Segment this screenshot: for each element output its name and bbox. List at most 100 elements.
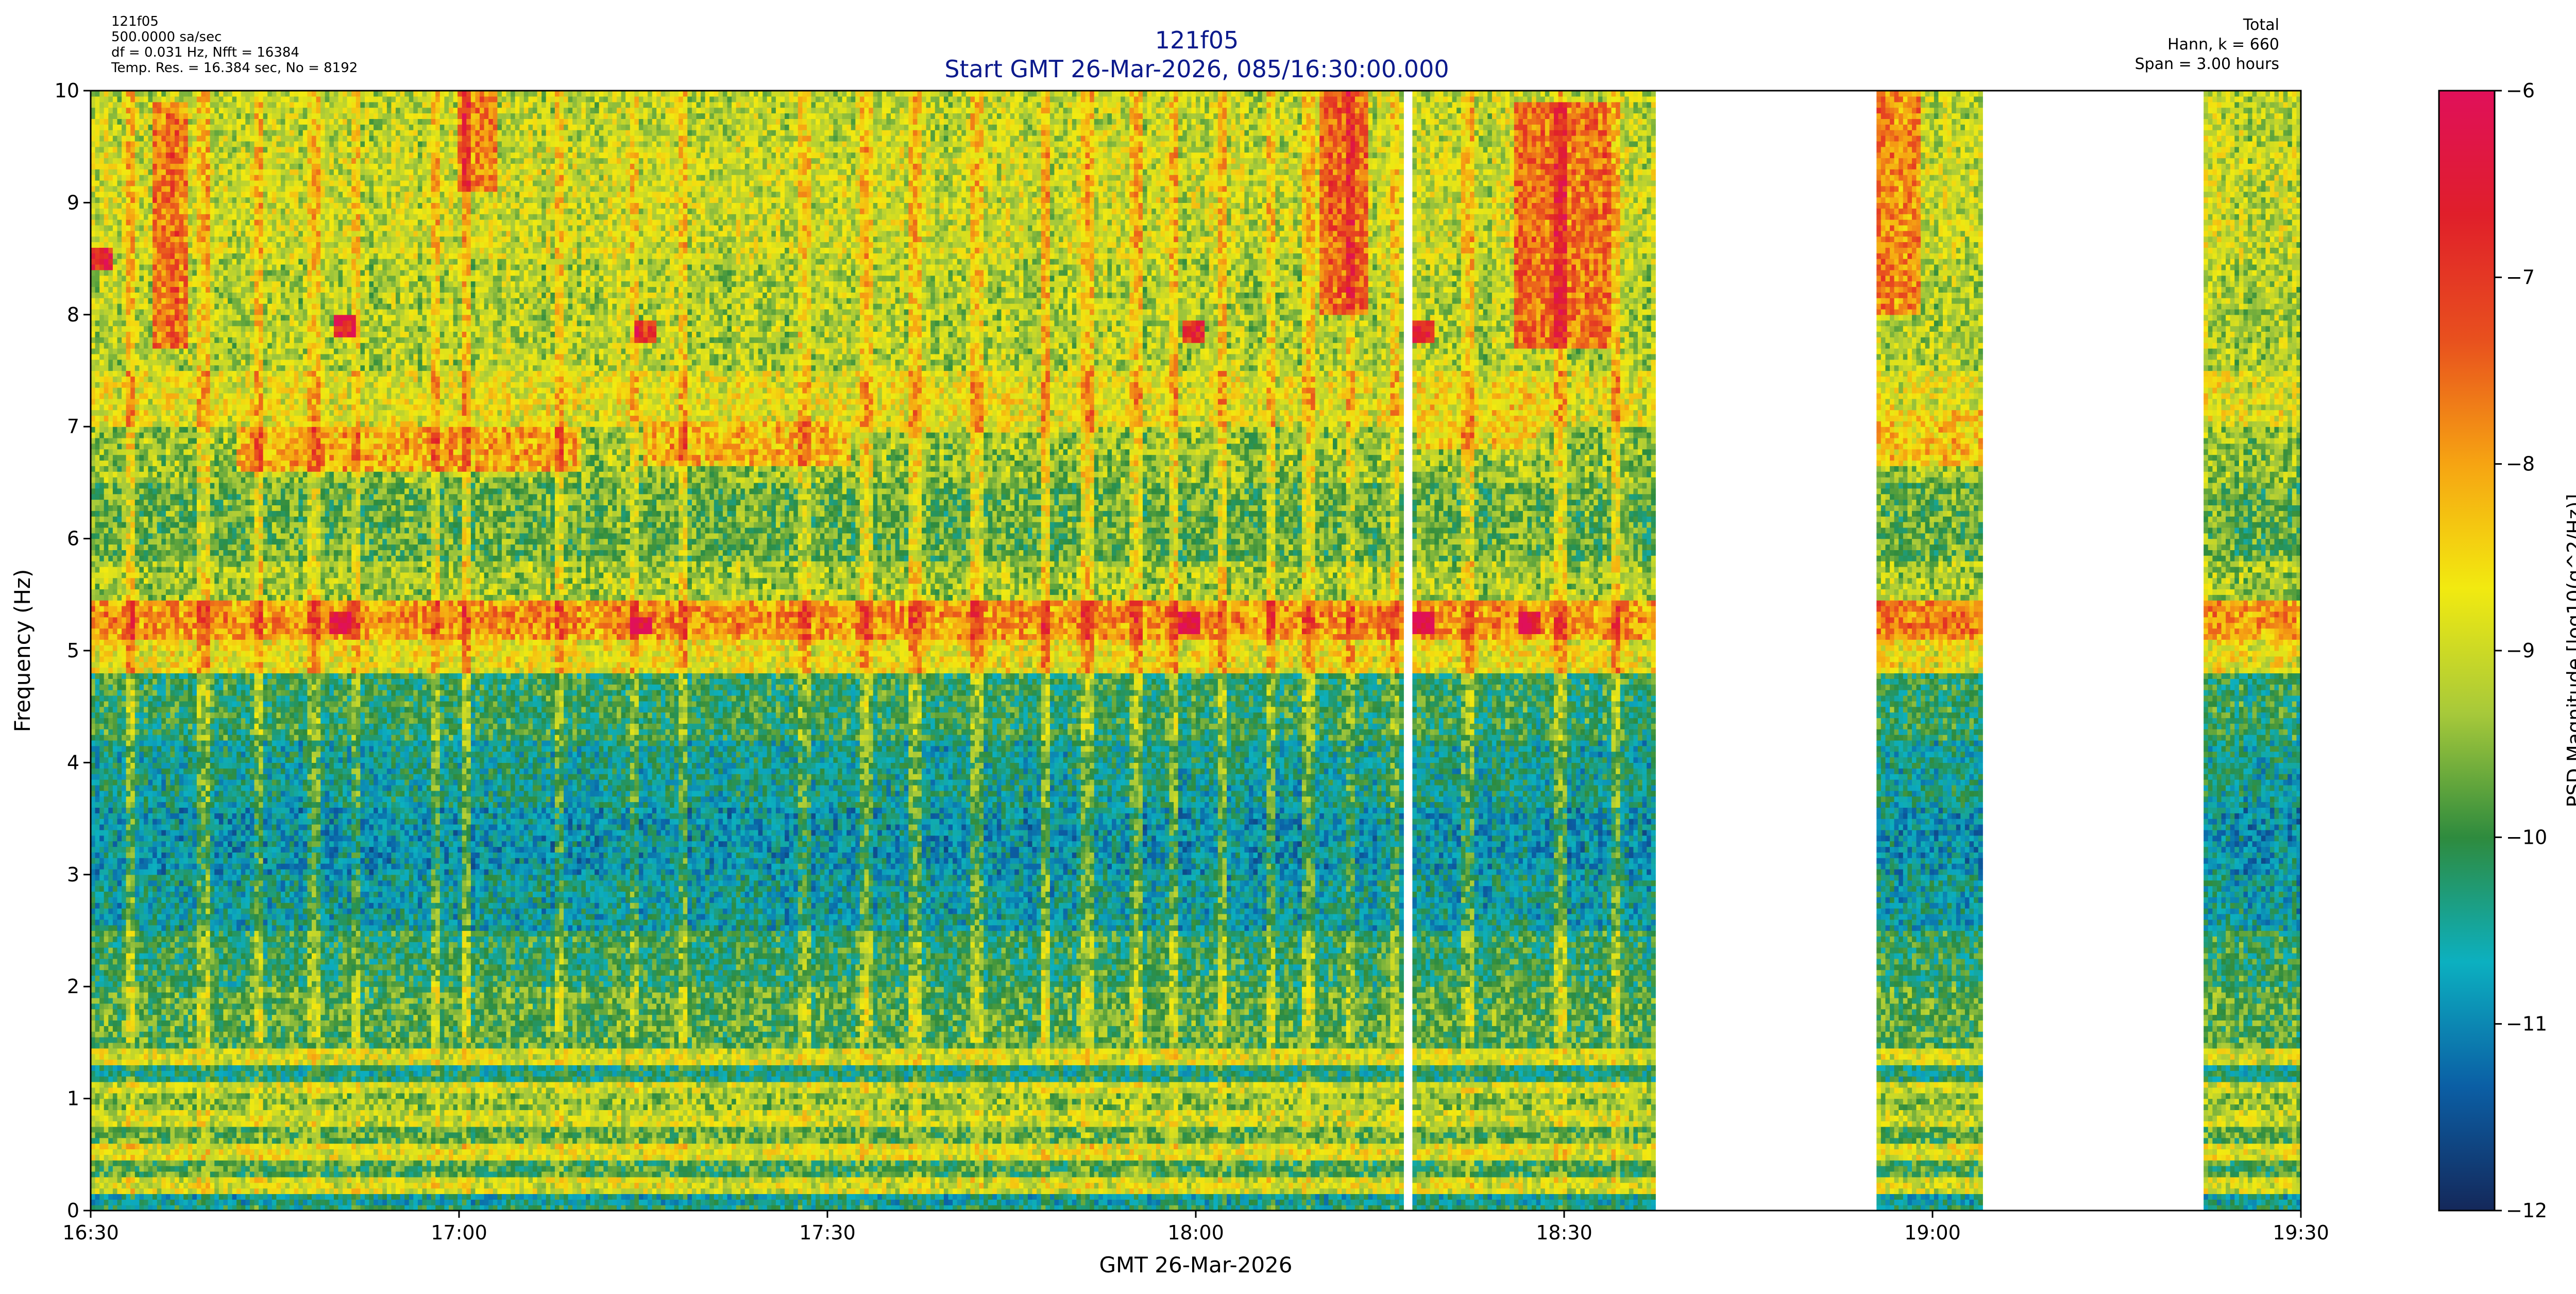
heatmap-cell <box>108 567 113 573</box>
heatmap-cell <box>122 147 126 153</box>
heatmap-cell <box>122 438 126 444</box>
heatmap-cell <box>95 931 100 937</box>
heatmap-cell <box>99 208 104 214</box>
heatmap-cell <box>108 186 113 192</box>
heatmap-cell <box>95 572 100 578</box>
heatmap-cell <box>117 594 122 601</box>
heatmap-cell <box>113 331 117 337</box>
heatmap-cell <box>104 488 109 495</box>
heatmap-cell <box>122 393 126 399</box>
heatmap-cell <box>126 757 131 763</box>
heatmap-cell <box>99 572 104 578</box>
heatmap-cell <box>104 908 109 914</box>
heatmap-cell <box>108 460 113 466</box>
heatmap-cell <box>113 836 117 842</box>
heatmap-cell <box>117 337 122 343</box>
heatmap-cell <box>104 410 109 416</box>
heatmap-cell <box>126 690 131 696</box>
heatmap-cell <box>117 141 122 147</box>
heatmap-cell <box>113 303 117 310</box>
heatmap-cell <box>95 1043 100 1049</box>
heatmap-cell <box>99 376 104 382</box>
heatmap-cell <box>104 259 109 264</box>
heatmap-cell <box>104 645 109 651</box>
heatmap-cell <box>95 326 100 332</box>
heatmap-cell <box>117 102 122 108</box>
heatmap-cell <box>126 628 131 635</box>
heatmap-cell <box>113 1132 117 1138</box>
heatmap-cell <box>126 253 131 259</box>
heatmap-cell <box>122 533 126 539</box>
heatmap-cell <box>126 1003 131 1010</box>
heatmap-cell <box>99 1160 104 1166</box>
heatmap-cell <box>122 639 126 645</box>
heatmap-cell <box>95 427 100 433</box>
heatmap-cell <box>113 197 117 203</box>
heatmap-cell <box>117 824 122 830</box>
heatmap-cell <box>113 986 117 993</box>
heatmap-cell <box>122 662 126 668</box>
heatmap-cell <box>117 735 122 741</box>
heatmap-cell <box>108 410 113 416</box>
heatmap-cell <box>122 920 126 926</box>
heatmap-cell <box>117 96 122 103</box>
heatmap-cell <box>104 774 109 780</box>
heatmap-cell <box>108 589 113 595</box>
heatmap-cell <box>122 611 126 618</box>
heatmap-cell <box>104 186 109 192</box>
heatmap-cell <box>113 735 117 741</box>
heatmap-cell <box>99 500 104 506</box>
heatmap-cell <box>126 869 131 875</box>
heatmap-cell <box>117 276 122 282</box>
heatmap-cell <box>95 1149 100 1155</box>
heatmap-cell <box>122 410 126 416</box>
heatmap-cell <box>108 869 113 875</box>
heatmap-cell <box>122 141 126 147</box>
heatmap-cell <box>95 1070 100 1077</box>
heatmap-cell <box>117 404 122 411</box>
heatmap-cell <box>122 1003 126 1010</box>
heatmap-cell <box>117 875 122 881</box>
heatmap-cell <box>122 399 126 405</box>
heatmap-cell <box>113 432 117 438</box>
heatmap-cell <box>108 303 113 310</box>
heatmap-cell <box>117 959 122 965</box>
heatmap-cell <box>99 729 104 735</box>
heatmap-cell <box>126 880 131 887</box>
heatmap-cell <box>95 768 100 774</box>
heatmap-cell <box>95 561 100 567</box>
heatmap-cell <box>113 1037 117 1043</box>
heatmap-cell <box>113 584 117 590</box>
heatmap-cell <box>99 163 104 169</box>
heatmap-cell <box>117 695 122 702</box>
heatmap-cell <box>99 337 104 343</box>
heatmap-cell <box>95 483 100 489</box>
heatmap-cell <box>104 964 109 970</box>
heatmap-cell <box>108 920 113 926</box>
heatmap-cell <box>104 1149 109 1155</box>
chart-subtitle-line: Start GMT 26-Mar-2026, 085/16:30:00.000 <box>944 55 1449 83</box>
heatmap-cell <box>95 1009 100 1015</box>
heatmap-cell <box>104 292 109 298</box>
heatmap-cell <box>122 219 126 226</box>
heatmap-cell <box>104 533 109 539</box>
heatmap-cell <box>95 270 100 276</box>
heatmap-cell <box>95 550 100 556</box>
heatmap-cell <box>122 836 126 842</box>
heatmap-cell <box>117 752 122 758</box>
heatmap-cell <box>108 1154 113 1161</box>
heatmap-cell <box>113 1087 117 1094</box>
heatmap-cell <box>99 360 104 366</box>
heatmap-cell <box>122 903 126 909</box>
heatmap-cell <box>122 651 126 657</box>
heatmap-cell <box>122 477 126 483</box>
heatmap-cell <box>126 701 131 707</box>
heatmap-cell <box>126 1070 131 1077</box>
heatmap-cell <box>113 1138 117 1144</box>
heatmap-cell <box>108 354 113 360</box>
heatmap-cell <box>122 623 126 629</box>
heatmap-cell <box>108 1009 113 1015</box>
heatmap-cell <box>122 1127 126 1133</box>
heatmap-cell <box>117 584 122 590</box>
heatmap-cell <box>122 628 126 635</box>
